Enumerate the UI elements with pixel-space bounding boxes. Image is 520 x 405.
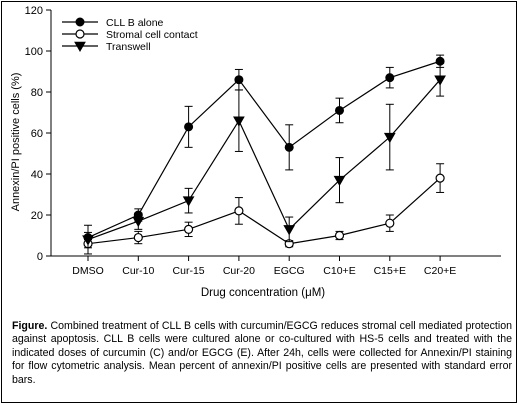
data-point bbox=[385, 73, 395, 83]
legend-entry-2: Transwell bbox=[62, 41, 151, 53]
data-point bbox=[383, 132, 396, 144]
chart-series bbox=[82, 54, 446, 255]
data-point bbox=[335, 105, 344, 115]
y-tick-label: 0 bbox=[37, 251, 43, 263]
x-tick-label: C15+E bbox=[374, 265, 406, 277]
data-point bbox=[435, 173, 445, 183]
legend-label: Stromal cell contact bbox=[106, 29, 198, 41]
data-point bbox=[385, 218, 395, 228]
y-tick-label: 20 bbox=[31, 210, 43, 222]
data-point bbox=[234, 75, 244, 85]
data-point bbox=[283, 225, 296, 236]
data-point bbox=[182, 196, 195, 207]
data-point bbox=[234, 206, 244, 216]
series-2 bbox=[82, 62, 446, 255]
y-tick-label: 100 bbox=[25, 46, 43, 58]
caption-text: Combined treatment of CLL B cells with c… bbox=[12, 320, 512, 386]
y-tick-label: 120 bbox=[25, 5, 43, 17]
chart-ticks: 0 20 40 60 80 100 120 DMSO Cur-10 Cur-15 Cur-20 EGC… bbox=[25, 5, 457, 277]
data-point bbox=[184, 224, 194, 234]
x-tick-label: C10+E bbox=[323, 265, 355, 277]
data-point bbox=[334, 230, 345, 241]
series-line bbox=[87, 79, 441, 241]
x-tick-label: DMSO bbox=[72, 265, 104, 277]
legend-label: Transwell bbox=[106, 41, 151, 53]
data-point bbox=[133, 232, 143, 243]
data-point bbox=[233, 116, 245, 127]
x-axis-label: Drug concentration (μM) bbox=[201, 287, 325, 299]
y-axis-label: Annexin/PI positive cells (%) bbox=[10, 73, 22, 212]
x-tick-label: Cur-10 bbox=[122, 265, 154, 277]
x-tick-label: Cur-20 bbox=[223, 265, 255, 277]
series-line bbox=[87, 60, 441, 239]
data-point bbox=[75, 29, 85, 39]
figure-caption: Figure. Combined treatment of CLL B cell… bbox=[12, 320, 512, 387]
x-tick-label: EGCG bbox=[274, 265, 305, 277]
legend-entry-0: CLL B alone bbox=[62, 17, 164, 29]
data-point bbox=[132, 216, 145, 228]
y-tick-label: 40 bbox=[31, 169, 43, 181]
x-tick-label: C20+E bbox=[424, 265, 456, 277]
data-point bbox=[333, 175, 346, 187]
data-point bbox=[75, 17, 85, 27]
x-tick-label: Cur-15 bbox=[173, 265, 205, 277]
legend-entry-1: Stromal cell contact bbox=[62, 29, 198, 41]
caption-lead: Figure. bbox=[12, 320, 48, 332]
line-chart: 0 20 40 60 80 100 120 DMSO Cur-10 Cur-15 Cur-20 EGC… bbox=[10, 5, 501, 299]
data-point bbox=[74, 41, 86, 53]
series-line bbox=[87, 177, 441, 245]
series-1 bbox=[83, 163, 445, 249]
y-tick-label: 80 bbox=[31, 87, 43, 99]
data-point bbox=[434, 75, 446, 86]
legend-label: CLL B alone bbox=[106, 17, 164, 29]
data-point bbox=[284, 142, 294, 152]
y-tick-label: 60 bbox=[31, 128, 43, 140]
data-point bbox=[82, 235, 94, 246]
data-point bbox=[184, 122, 194, 132]
